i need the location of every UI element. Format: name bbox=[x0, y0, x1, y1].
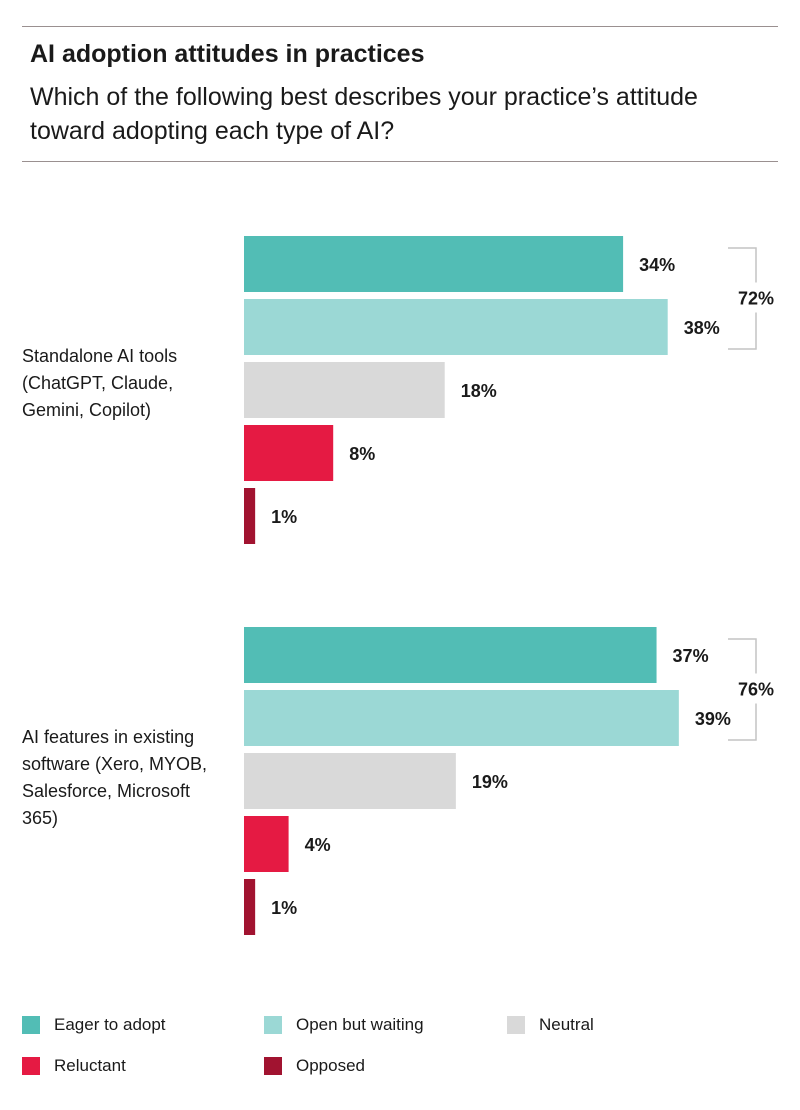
legend-reluctant-swatch bbox=[22, 1057, 40, 1075]
bar-1-eager bbox=[244, 236, 624, 292]
legend-open-swatch bbox=[264, 1016, 282, 1034]
group-label-features: AI features in existing software (Xero, … bbox=[22, 727, 208, 828]
legend-open: Open but waiting bbox=[264, 1015, 424, 1035]
bracket-label-bg-2 bbox=[734, 673, 778, 704]
bar-2-opposed bbox=[244, 879, 256, 935]
top-rule bbox=[22, 26, 778, 27]
bar-2-eager bbox=[244, 627, 657, 683]
value-label-2-neutral: 19% bbox=[472, 772, 508, 792]
bracket-label-1: 72% bbox=[738, 289, 774, 309]
bar-1-open bbox=[244, 299, 668, 355]
group-label-standalone: Standalone AI tools (ChatGPT, Claude, Ge… bbox=[22, 346, 178, 420]
header-rule bbox=[22, 161, 778, 162]
bar-1-reluctant bbox=[244, 425, 334, 481]
value-label-1-neutral: 18% bbox=[461, 381, 497, 401]
value-label-2-open: 39% bbox=[695, 709, 731, 729]
bracket-label-2: 76% bbox=[738, 680, 774, 700]
legend-reluctant-label: Reluctant bbox=[54, 1056, 126, 1075]
legend-reluctant: Reluctant bbox=[22, 1056, 126, 1076]
legend-neutral-label: Neutral bbox=[539, 1015, 594, 1034]
bar-2-open bbox=[244, 690, 679, 746]
bracket-label-bg-1 bbox=[734, 282, 778, 313]
value-label-1-reluctant: 8% bbox=[349, 444, 375, 464]
legend-opposed: Opposed bbox=[264, 1056, 365, 1076]
legend-neutral: Neutral bbox=[507, 1015, 594, 1035]
legend-neutral-swatch bbox=[507, 1016, 525, 1034]
bar-2-neutral bbox=[244, 753, 456, 809]
value-label-2-opposed: 1% bbox=[271, 898, 297, 918]
legend-opposed-swatch bbox=[264, 1057, 282, 1075]
bar-2-reluctant bbox=[244, 816, 289, 872]
legend-eager-swatch bbox=[22, 1016, 40, 1034]
bar-1-opposed bbox=[244, 488, 256, 544]
chart-subtitle: Which of the following best describes yo… bbox=[30, 83, 698, 145]
value-label-2-reluctant: 4% bbox=[305, 835, 331, 855]
legend-opposed-label: Opposed bbox=[296, 1056, 365, 1075]
value-label-1-open: 38% bbox=[684, 318, 720, 338]
legend-open-label: Open but waiting bbox=[296, 1015, 424, 1034]
chart-title: AI adoption attitudes in practices bbox=[30, 40, 425, 68]
value-label-2-eager: 37% bbox=[673, 646, 709, 666]
legend-eager-label: Eager to adopt bbox=[54, 1015, 166, 1034]
value-label-1-eager: 34% bbox=[639, 255, 675, 275]
bar-1-neutral bbox=[244, 362, 445, 418]
legend-eager: Eager to adopt bbox=[22, 1015, 166, 1035]
value-label-1-opposed: 1% bbox=[271, 507, 297, 527]
